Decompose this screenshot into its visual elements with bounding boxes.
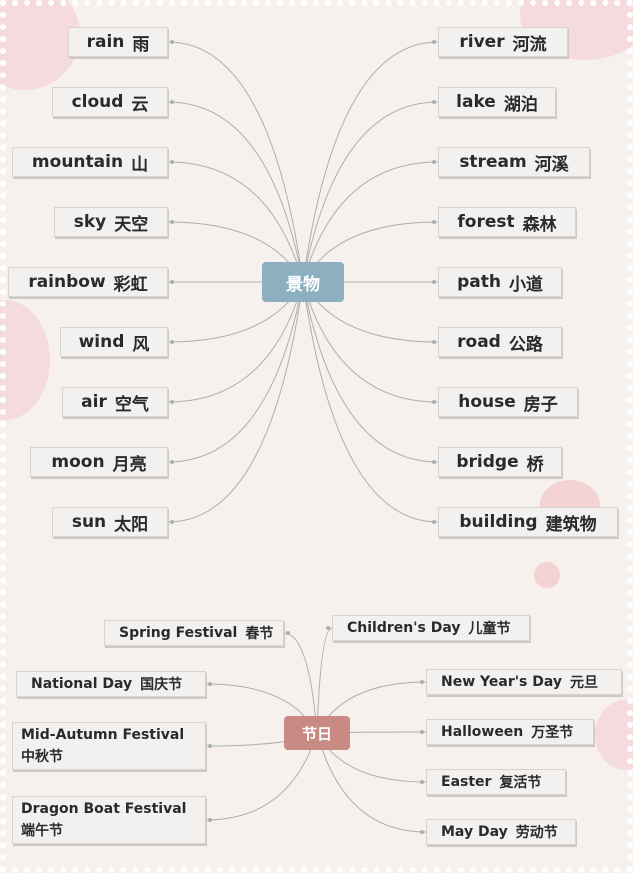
connector-line <box>167 281 304 403</box>
hub-scenery: 景物 <box>262 262 344 302</box>
connector-dot <box>286 631 290 635</box>
connector-dot <box>170 40 174 44</box>
node-path: path 小道 <box>438 267 562 297</box>
node-sun: sun 太阳 <box>52 507 168 537</box>
connector-dot <box>170 100 174 104</box>
connector-dot <box>432 40 436 44</box>
connector-line <box>205 732 318 821</box>
connector-dot <box>170 340 174 344</box>
node-rain: rain 雨 <box>68 27 168 57</box>
node-dragon-boat-festival: Dragon Boat Festival 端午节 <box>12 796 206 844</box>
connector-line <box>302 161 439 283</box>
connector-line <box>316 627 333 734</box>
node-lake: lake 湖泊 <box>438 87 556 117</box>
node-stream: stream 河溪 <box>438 147 590 177</box>
node-house: house 房子 <box>438 387 578 417</box>
node-easter: Easter 复活节 <box>426 769 566 795</box>
connector-line <box>167 41 304 283</box>
connector-line <box>302 41 439 283</box>
node-halloween: Halloween 万圣节 <box>426 719 594 745</box>
connector-dot <box>170 160 174 164</box>
node-building: building 建筑物 <box>438 507 618 537</box>
node-river: river 河流 <box>438 27 568 57</box>
connector-dot <box>420 830 424 834</box>
connector-line <box>167 281 304 523</box>
connector-dot <box>432 100 436 104</box>
connector-line <box>167 281 304 463</box>
connector-dot <box>208 818 212 822</box>
connector-dot <box>170 220 174 224</box>
node-air: air 空气 <box>62 387 168 417</box>
connector-dot <box>420 730 424 734</box>
connector-dot <box>432 280 436 284</box>
node-may-day: May Day 劳动节 <box>426 819 576 845</box>
connector-dot <box>432 220 436 224</box>
node-wind: wind 风 <box>60 327 168 357</box>
node-bridge: bridge 桥 <box>438 447 562 477</box>
blossom-decoration <box>534 562 560 588</box>
connector-line <box>167 101 304 283</box>
hub-holidays: 节日 <box>284 716 350 750</box>
connector-line <box>302 281 439 523</box>
node-cloud: cloud 云 <box>52 87 168 117</box>
connector-dot <box>170 520 174 524</box>
node-spring-festival: Spring Festival 春节 <box>104 620 284 646</box>
node-mid-autumn-festival: Mid-Autumn Festival 中秋节 <box>12 722 206 770</box>
node-road: road 公路 <box>438 327 562 357</box>
node-rainbow: rainbow 彩虹 <box>8 267 168 297</box>
connector-dot <box>432 460 436 464</box>
node-new-years-day: New Year's Day 元旦 <box>426 669 622 695</box>
connector-dot <box>326 626 330 630</box>
connector-dot <box>420 680 424 684</box>
node-sky: sky 天空 <box>54 207 168 237</box>
connector-dot <box>170 280 174 284</box>
node-forest: forest 森林 <box>438 207 576 237</box>
node-national-day: National Day 国庆节 <box>16 671 206 697</box>
connector-line <box>316 732 427 833</box>
connector-dot <box>432 340 436 344</box>
connector-dot <box>208 744 212 748</box>
node-childrens-day: Children's Day 儿童节 <box>332 615 530 641</box>
connector-dot <box>432 400 436 404</box>
connector-line <box>302 281 439 463</box>
connector-dot <box>208 682 212 686</box>
node-mountain: mountain 山 <box>12 147 168 177</box>
connector-dot <box>170 400 174 404</box>
node-moon: moon 月亮 <box>30 447 168 477</box>
connector-line <box>167 161 304 283</box>
connector-line <box>302 101 439 283</box>
connector-dot <box>170 460 174 464</box>
connector-dot <box>432 160 436 164</box>
connector-dot <box>420 780 424 784</box>
connector-dot <box>432 520 436 524</box>
connector-line <box>302 281 439 403</box>
